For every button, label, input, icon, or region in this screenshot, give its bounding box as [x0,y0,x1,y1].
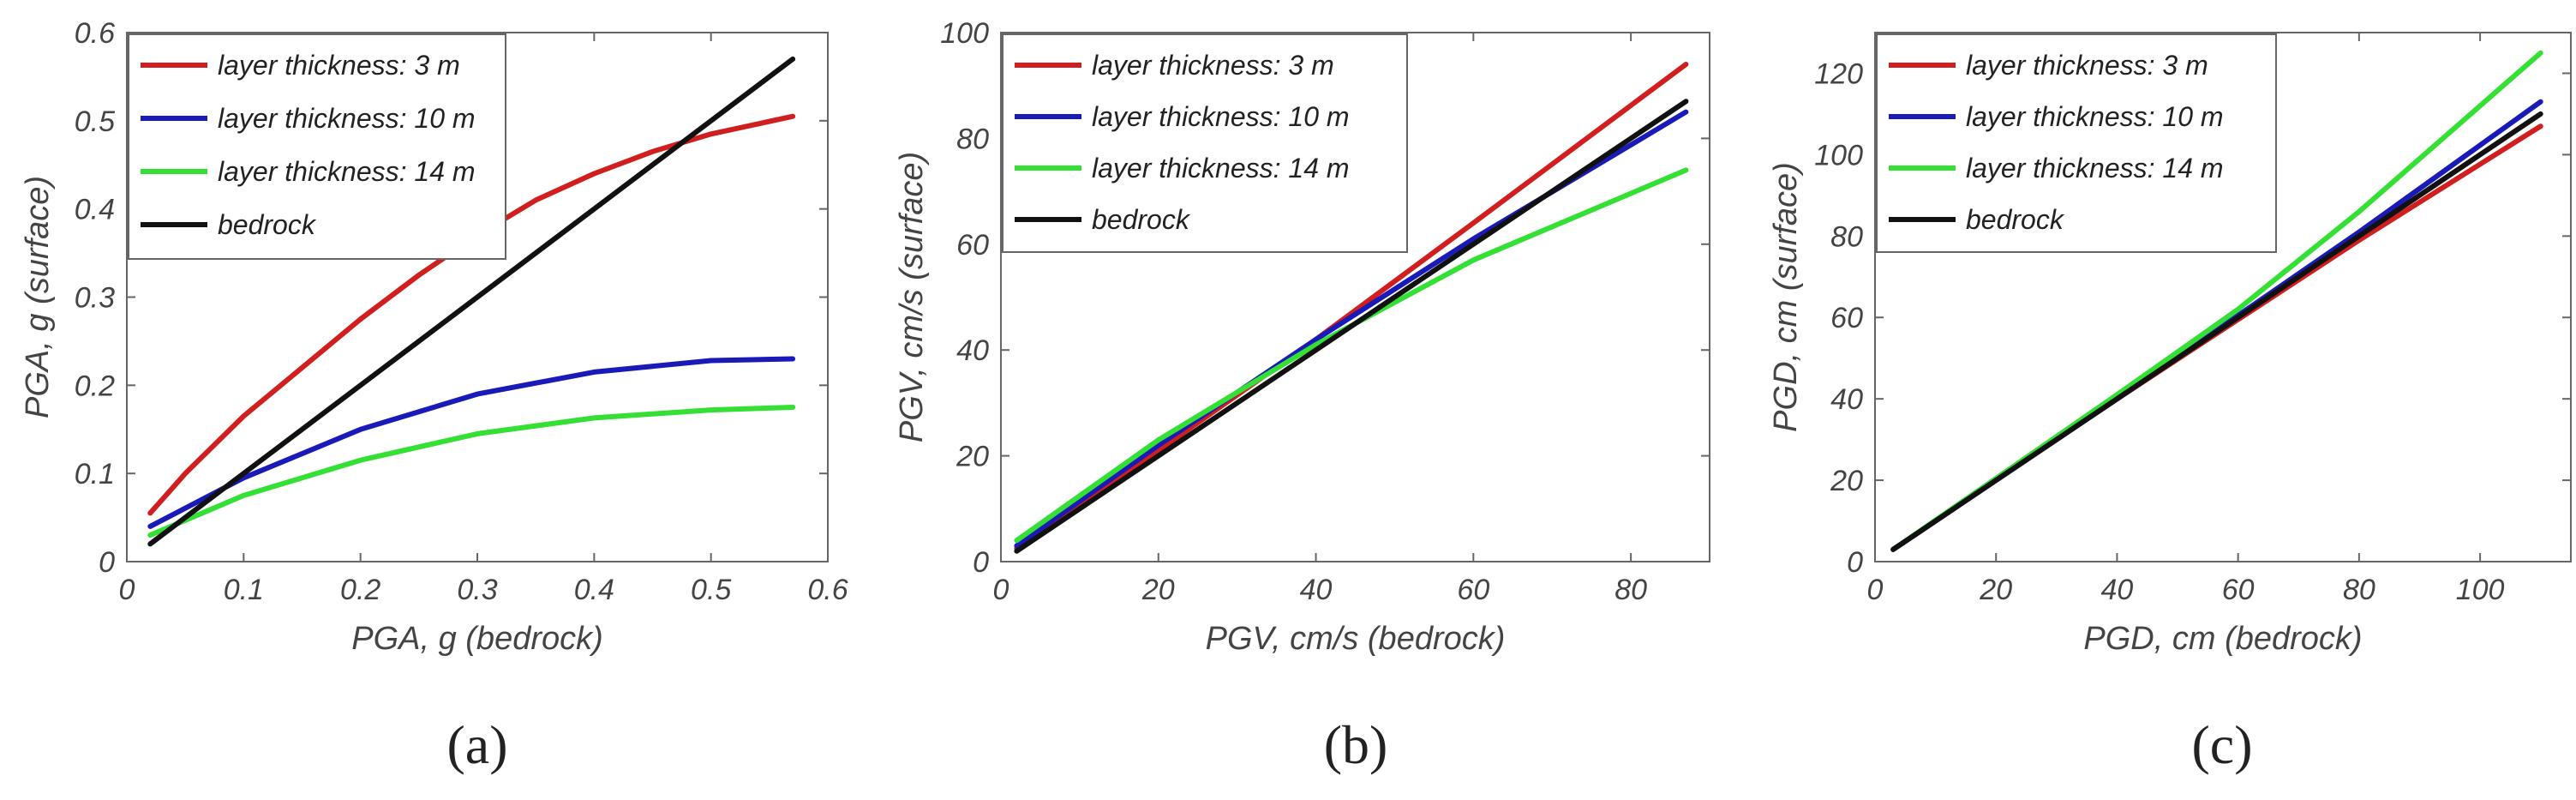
chart-panel-1: 0 0.1 0.2 0.3 0.4 0.5 0.6 0 0.1 0.2 0.3 0.4 0.5 0.6 la… [20,17,848,775]
y-tick-label: 0 [1847,546,1863,579]
x-tick-label: 0.4 [574,574,614,606]
legend-label: layer thickness: 10 m [1966,101,2224,132]
panel-label: (c) [2191,714,2252,775]
panel-label: (b) [1324,714,1388,775]
x-tick-label: 20 [1979,574,2012,606]
x-tick-label: 0 [993,574,1009,606]
x-tick-label: 0.5 [691,574,731,606]
y-tick-label: 40 [1830,383,1863,416]
y-tick-label: 40 [956,334,989,367]
legend-box [128,33,506,260]
series-line-3 [147,405,796,538]
x-axis-label: PGA, g (bedrock) [351,621,603,657]
legend-label: layer thickness: 3 m [1966,50,2208,81]
legend: layer thickness: 3 m layer thickness: 10 … [128,33,506,260]
legend: layer thickness: 3 m layer thickness: 10 … [1876,33,2277,253]
legend-box [1002,33,1408,253]
y-tick-label: 0.5 [75,105,115,138]
x-tick-label: 60 [1457,574,1489,606]
series-line-4 [147,56,796,547]
y-tick-label: 100 [1814,139,1863,171]
x-tick-label: 0 [1867,574,1884,606]
legend: layer thickness: 3 m layer thickness: 10 … [1002,33,1408,253]
chart-panel-2: 0 20 40 60 80 0 20 40 60 80 100 layer thickness: 3 … [894,17,1710,775]
legend-label: layer thickness: 14 m [218,156,476,187]
series-line-2 [147,356,796,529]
x-axis-label: PGD, cm (bedrock) [2083,621,2362,657]
legend-label: layer thickness: 14 m [1092,153,1350,183]
x-tick-label: 0.3 [457,574,497,606]
x-tick-label: 0.6 [807,574,848,606]
x-tick-label: 80 [2343,574,2375,606]
y-tick-label: 0.3 [75,282,115,315]
y-tick-label: 0.4 [75,194,115,226]
x-tick-label: 40 [2101,574,2134,606]
series-line-4 [1890,111,2543,552]
legend-label: layer thickness: 10 m [218,103,476,134]
y-axis-label: PGA, g (surface) [20,176,56,418]
legend-label: layer thickness: 3 m [218,50,460,81]
y-axis-label: PGD, cm (surface) [1768,162,1804,432]
x-tick-label: 100 [2456,574,2505,606]
legend-label: layer thickness: 10 m [1092,101,1350,132]
legend-box [1876,33,2277,253]
x-tick-label: 20 [1141,574,1175,606]
y-axis-label: PGV, cm/s (surface) [894,152,930,442]
series-line-3 [1014,167,1689,544]
y-tick-label: 80 [956,123,989,155]
y-tick-label: 0 [973,546,989,579]
y-tick-label: 20 [956,441,989,473]
y-tick-label: 0.6 [75,17,115,50]
y-tick-label: 0 [99,546,115,579]
series-line-4 [1014,99,1689,554]
y-tick-label: 20 [1830,465,1863,497]
legend-label: bedrock [1092,204,1191,235]
legend-label: bedrock [1966,204,2065,235]
x-tick-label: 0.2 [340,574,380,606]
y-tick-label: 0.1 [75,458,115,490]
x-axis-label: PGV, cm/s (bedrock) [1206,621,1506,657]
legend-label: layer thickness: 3 m [1092,50,1334,81]
x-tick-label: 0 [119,574,135,606]
x-tick-label: 0.1 [224,574,264,606]
y-tick-label: 0.2 [75,370,115,402]
y-tick-label: 80 [1830,220,1863,253]
panel-label: (a) [446,714,507,775]
y-tick-label: 100 [940,17,989,50]
legend-label: bedrock [218,209,317,240]
legend-label: layer thickness: 14 m [1966,153,2224,183]
x-tick-label: 80 [1614,574,1647,606]
y-tick-label: 60 [956,229,989,262]
x-tick-label: 60 [2222,574,2255,606]
x-tick-label: 40 [1300,574,1333,606]
chart-panel-3: 0 20 40 60 80 100 0 20 40 60 80 100 120 layer thickne… [1768,32,2572,775]
y-tick-label: 120 [1814,57,1863,90]
y-tick-label: 60 [1830,302,1863,334]
